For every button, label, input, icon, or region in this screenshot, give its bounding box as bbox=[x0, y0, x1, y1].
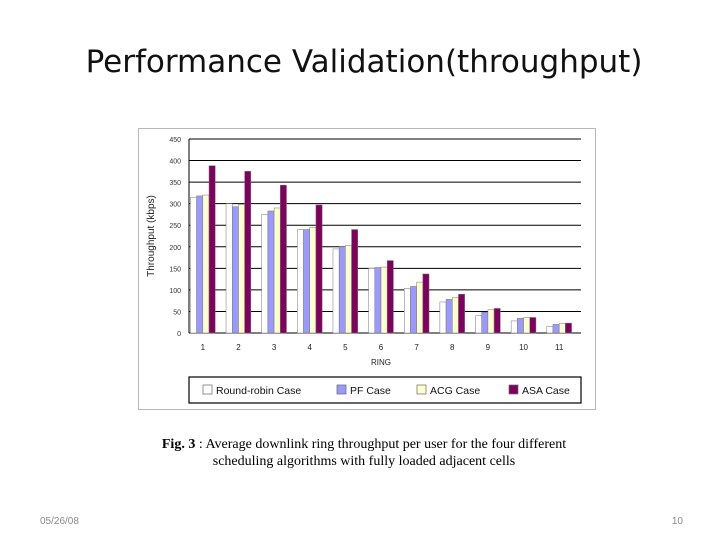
bar-pf-case-ring-5 bbox=[338, 246, 346, 334]
bar-round-robin-case-ring-5 bbox=[332, 248, 340, 334]
legend-label: Round-robin Case bbox=[216, 385, 301, 397]
bar-acg-case-ring-10 bbox=[523, 317, 530, 334]
x-tick-label: 9 bbox=[486, 343, 491, 352]
bar-asa-case-ring-8 bbox=[458, 293, 465, 334]
bar-acg-case-ring-4 bbox=[309, 227, 317, 334]
x-tick-label: 1 bbox=[201, 343, 206, 352]
bar-asa-case-ring-9 bbox=[493, 308, 501, 334]
bar-asa-case-ring-1 bbox=[208, 165, 216, 334]
bar-round-robin-case-ring-6 bbox=[368, 268, 376, 334]
bar-pf-case-ring-10 bbox=[517, 318, 524, 334]
legend-label: ASA Case bbox=[522, 385, 570, 397]
bar-acg-case-ring-5 bbox=[345, 245, 352, 334]
bar-asa-case-ring-7 bbox=[422, 273, 430, 334]
bar-pf-case-ring-3 bbox=[267, 210, 275, 334]
y-tick-label: 250 bbox=[169, 223, 181, 230]
y-tick-label: 100 bbox=[169, 288, 181, 295]
y-tick-label: 200 bbox=[169, 245, 181, 252]
bar-pf-case-ring-7 bbox=[410, 286, 417, 334]
bar-round-robin-case-ring-7 bbox=[403, 288, 411, 334]
chart-frame: 0 50 100 150 200 250 300 350 400 450 1 2 3 4 5 6 7 8 9 10 11… bbox=[138, 128, 596, 410]
bar-acg-case-ring-7 bbox=[416, 281, 424, 334]
bar-asa-case-ring-11 bbox=[565, 322, 572, 334]
caption-line-1: Average downlink ring throughput per use… bbox=[205, 437, 567, 452]
bar-round-robin-case-ring-4 bbox=[297, 229, 304, 334]
bar-pf-case-ring-6 bbox=[374, 267, 382, 334]
x-tick-label: 2 bbox=[236, 343, 241, 352]
bar-asa-case-ring-2 bbox=[244, 171, 252, 334]
legend-label: PF Case bbox=[350, 385, 391, 397]
bar-acg-case-ring-6 bbox=[380, 266, 388, 334]
y-tick-label: 400 bbox=[169, 159, 181, 166]
y-tick-label: 0 bbox=[177, 331, 181, 338]
bar-pf-case-ring-11 bbox=[552, 324, 560, 334]
footer-page-number: 10 bbox=[671, 516, 683, 527]
footer-date: 05/26/08 bbox=[40, 516, 79, 527]
bar-asa-case-ring-5 bbox=[351, 229, 359, 334]
bar-round-robin-case-ring-8 bbox=[439, 301, 447, 334]
bar-asa-case-ring-6 bbox=[386, 260, 394, 334]
bar-pf-case-ring-4 bbox=[303, 229, 310, 334]
bar-asa-case-ring-3 bbox=[280, 184, 287, 334]
bar-acg-case-ring-1 bbox=[202, 194, 210, 334]
bar-round-robin-case-ring-1 bbox=[190, 196, 197, 334]
x-tick-label: 6 bbox=[379, 343, 384, 352]
legend-swatch-round-robin-case bbox=[202, 384, 213, 395]
bar-acg-case-ring-9 bbox=[487, 309, 495, 334]
bar-acg-case-ring-8 bbox=[452, 297, 459, 334]
x-axis-label: RING bbox=[371, 358, 391, 367]
bar-acg-case-ring-3 bbox=[273, 207, 281, 334]
x-tick-label: 11 bbox=[555, 343, 564, 352]
caption-line-2: scheduling algorithms with fully loaded … bbox=[212, 454, 516, 469]
caption-separator: : bbox=[195, 437, 206, 452]
throughput-bar-chart: 0 50 100 150 200 250 300 350 400 450 1 2 3 4 5 6 7 8 9 10 11… bbox=[146, 137, 582, 404]
bar-asa-case-ring-4 bbox=[315, 204, 323, 334]
y-tick-label: 50 bbox=[173, 309, 181, 316]
bar-round-robin-case-ring-10 bbox=[510, 320, 518, 334]
bar-acg-case-ring-2 bbox=[238, 204, 245, 334]
legend-swatch-acg-case bbox=[416, 384, 427, 395]
bar-acg-case-ring-11 bbox=[558, 323, 566, 334]
y-tick-label: 150 bbox=[169, 266, 181, 273]
legend-swatch-pf-case bbox=[336, 384, 347, 395]
legend-swatch-asa-case bbox=[508, 384, 519, 395]
legend-label: ACG Case bbox=[430, 385, 480, 397]
bar-pf-case-ring-8 bbox=[445, 299, 453, 334]
x-tick-label: 3 bbox=[272, 343, 277, 352]
y-tick-label: 350 bbox=[169, 180, 181, 187]
bar-round-robin-case-ring-9 bbox=[475, 315, 482, 334]
x-tick-label: 10 bbox=[519, 343, 528, 352]
slide-title: Performance Validation(throughput) bbox=[85, 44, 643, 80]
y-axis-label: Throughput (kbps) bbox=[146, 195, 157, 277]
bar-round-robin-case-ring-3 bbox=[261, 214, 269, 334]
x-tick-label: 7 bbox=[414, 343, 419, 352]
y-tick-label: 300 bbox=[169, 202, 181, 209]
x-tick-label: 4 bbox=[308, 343, 313, 352]
bar-round-robin-case-ring-11 bbox=[546, 326, 554, 334]
x-tick-label: 5 bbox=[343, 343, 348, 352]
x-tick-label: 8 bbox=[450, 343, 455, 352]
bar-pf-case-ring-2 bbox=[232, 206, 239, 334]
figure-label: Fig. 3 bbox=[161, 437, 196, 452]
bar-pf-case-ring-9 bbox=[481, 312, 489, 334]
bar-asa-case-ring-10 bbox=[529, 317, 537, 334]
figure-caption: Fig. 3 : Average downlink ring throughpu… bbox=[100, 436, 628, 470]
bar-pf-case-ring-1 bbox=[196, 195, 204, 334]
y-tick-label: 450 bbox=[169, 137, 181, 144]
bar-round-robin-case-ring-2 bbox=[225, 203, 233, 334]
